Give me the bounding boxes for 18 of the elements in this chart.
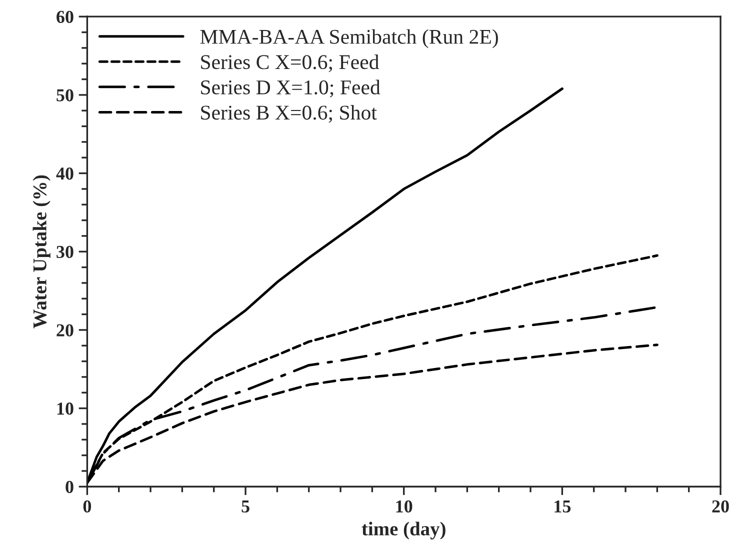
legend-label: Series D X=1.0; Feed [201, 80, 380, 98]
y-tick-label: 30 [56, 246, 74, 258]
y-tick-label: 20 [56, 324, 74, 336]
y-tick-label: 0 [66, 480, 74, 494]
x-tick-label: 5 [242, 500, 250, 513]
x-tick-label: 15 [554, 500, 571, 513]
y-tick-label: 50 [56, 89, 74, 102]
legend-label: Series C X=0.6; Feed [201, 54, 380, 72]
y-axis-title: Water Uptake (%) [32, 175, 50, 328]
x-tick-label: 0 [83, 500, 92, 513]
y-tick-label: 60 [56, 10, 74, 24]
y-tick-label: 40 [56, 168, 74, 180]
x-tick-label: 20 [712, 500, 729, 513]
x-axis-title: time (day) [362, 522, 446, 540]
legend-label: MMA-BA-AA Semibatch (Run 2E) [200, 29, 498, 48]
y-tick-label: 10 [57, 402, 74, 415]
legend-label: Series B X=0.6; Shot [201, 105, 377, 123]
x-tick-label: 10 [396, 500, 412, 513]
